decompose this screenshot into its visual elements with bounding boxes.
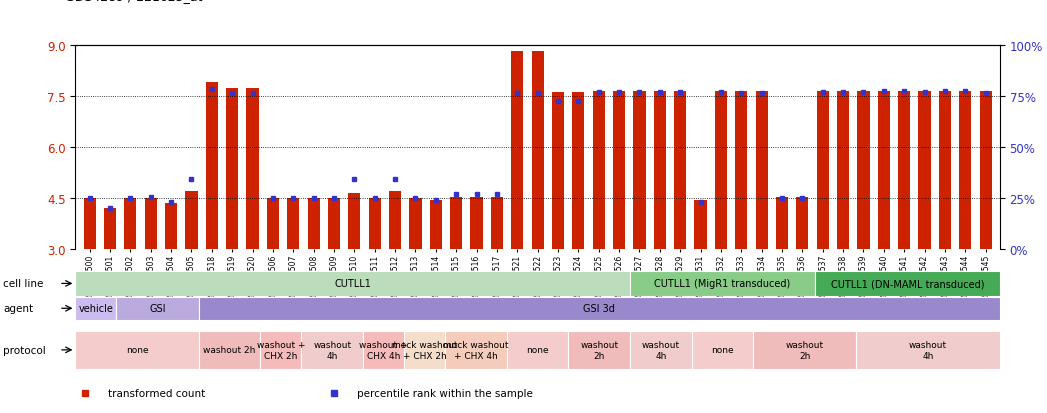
Text: none: none bbox=[126, 346, 149, 354]
Bar bbox=[593, 91, 605, 250]
Text: washout
4h: washout 4h bbox=[313, 340, 351, 360]
Bar bbox=[75, 297, 116, 320]
Text: CUTLL1 (DN-MAML transduced): CUTLL1 (DN-MAML transduced) bbox=[830, 279, 984, 289]
Text: washout +
CHX 4h: washout + CHX 4h bbox=[359, 340, 407, 360]
Bar bbox=[776, 197, 788, 250]
Text: CUTLL1 (MigR1 transduced): CUTLL1 (MigR1 transduced) bbox=[654, 279, 790, 289]
Bar bbox=[308, 199, 319, 250]
Bar bbox=[199, 331, 261, 369]
Text: protocol: protocol bbox=[3, 345, 46, 355]
Bar bbox=[104, 209, 116, 250]
Text: washout 2h: washout 2h bbox=[203, 346, 255, 354]
Bar bbox=[694, 200, 707, 250]
Bar bbox=[797, 197, 808, 250]
Bar bbox=[815, 271, 1000, 296]
Bar bbox=[633, 91, 646, 250]
Text: GDS4289 / 221625_at: GDS4289 / 221625_at bbox=[65, 0, 202, 3]
Bar bbox=[918, 91, 931, 250]
Bar bbox=[144, 199, 157, 250]
Bar bbox=[612, 91, 625, 250]
Text: washout
2h: washout 2h bbox=[580, 340, 619, 360]
Bar bbox=[404, 331, 445, 369]
Bar bbox=[363, 331, 404, 369]
Text: washout +
CHX 2h: washout + CHX 2h bbox=[257, 340, 305, 360]
Text: none: none bbox=[711, 346, 734, 354]
Bar bbox=[715, 91, 727, 250]
Bar bbox=[125, 199, 136, 250]
Text: agent: agent bbox=[3, 304, 34, 313]
Bar bbox=[450, 197, 463, 250]
Bar bbox=[552, 93, 564, 250]
Bar bbox=[674, 91, 686, 250]
Bar bbox=[267, 199, 279, 250]
Bar bbox=[429, 200, 442, 250]
Bar bbox=[630, 331, 692, 369]
Text: mock washout
+ CHX 2h: mock washout + CHX 2h bbox=[392, 340, 458, 360]
Text: GSI: GSI bbox=[150, 304, 165, 313]
Text: washout
4h: washout 4h bbox=[909, 340, 948, 360]
Text: washout
4h: washout 4h bbox=[642, 340, 680, 360]
Bar bbox=[837, 91, 849, 250]
Bar bbox=[877, 91, 890, 250]
Bar bbox=[389, 192, 401, 250]
Bar bbox=[409, 199, 422, 250]
Bar bbox=[756, 91, 767, 250]
Text: washout
2h: washout 2h bbox=[785, 340, 824, 360]
Text: GSI 3d: GSI 3d bbox=[583, 304, 616, 313]
Text: cell line: cell line bbox=[3, 279, 44, 289]
Text: transformed count: transformed count bbox=[108, 388, 205, 399]
Bar bbox=[470, 197, 483, 250]
Bar bbox=[511, 52, 524, 250]
Text: CUTLL1: CUTLL1 bbox=[334, 279, 372, 289]
Bar bbox=[287, 199, 299, 250]
Bar bbox=[75, 271, 630, 296]
Bar bbox=[692, 331, 754, 369]
Bar bbox=[630, 271, 815, 296]
Text: vehicle: vehicle bbox=[79, 304, 113, 313]
Bar bbox=[116, 297, 199, 320]
Text: mock washout
+ CHX 4h: mock washout + CHX 4h bbox=[443, 340, 509, 360]
Bar bbox=[532, 52, 543, 250]
Bar bbox=[939, 91, 951, 250]
Bar bbox=[261, 331, 302, 369]
Bar bbox=[445, 331, 507, 369]
Bar bbox=[491, 197, 503, 250]
Bar bbox=[185, 192, 198, 250]
Bar bbox=[369, 199, 381, 250]
Bar bbox=[75, 331, 199, 369]
Bar bbox=[898, 91, 910, 250]
Bar bbox=[817, 91, 829, 250]
Bar bbox=[199, 297, 1000, 320]
Bar bbox=[857, 91, 870, 250]
Bar bbox=[735, 91, 748, 250]
Bar bbox=[349, 194, 360, 250]
Bar bbox=[507, 331, 569, 369]
Bar bbox=[246, 89, 259, 250]
Text: none: none bbox=[527, 346, 549, 354]
Bar bbox=[205, 83, 218, 250]
Text: percentile rank within the sample: percentile rank within the sample bbox=[357, 388, 533, 399]
Bar bbox=[226, 89, 239, 250]
Bar bbox=[573, 93, 584, 250]
Bar bbox=[856, 331, 1000, 369]
Bar bbox=[328, 199, 340, 250]
Bar bbox=[569, 331, 630, 369]
Bar bbox=[980, 91, 992, 250]
Bar bbox=[653, 91, 666, 250]
Bar bbox=[84, 199, 95, 250]
Bar bbox=[754, 331, 856, 369]
Bar bbox=[959, 91, 972, 250]
Bar bbox=[302, 331, 363, 369]
Bar bbox=[165, 204, 177, 250]
